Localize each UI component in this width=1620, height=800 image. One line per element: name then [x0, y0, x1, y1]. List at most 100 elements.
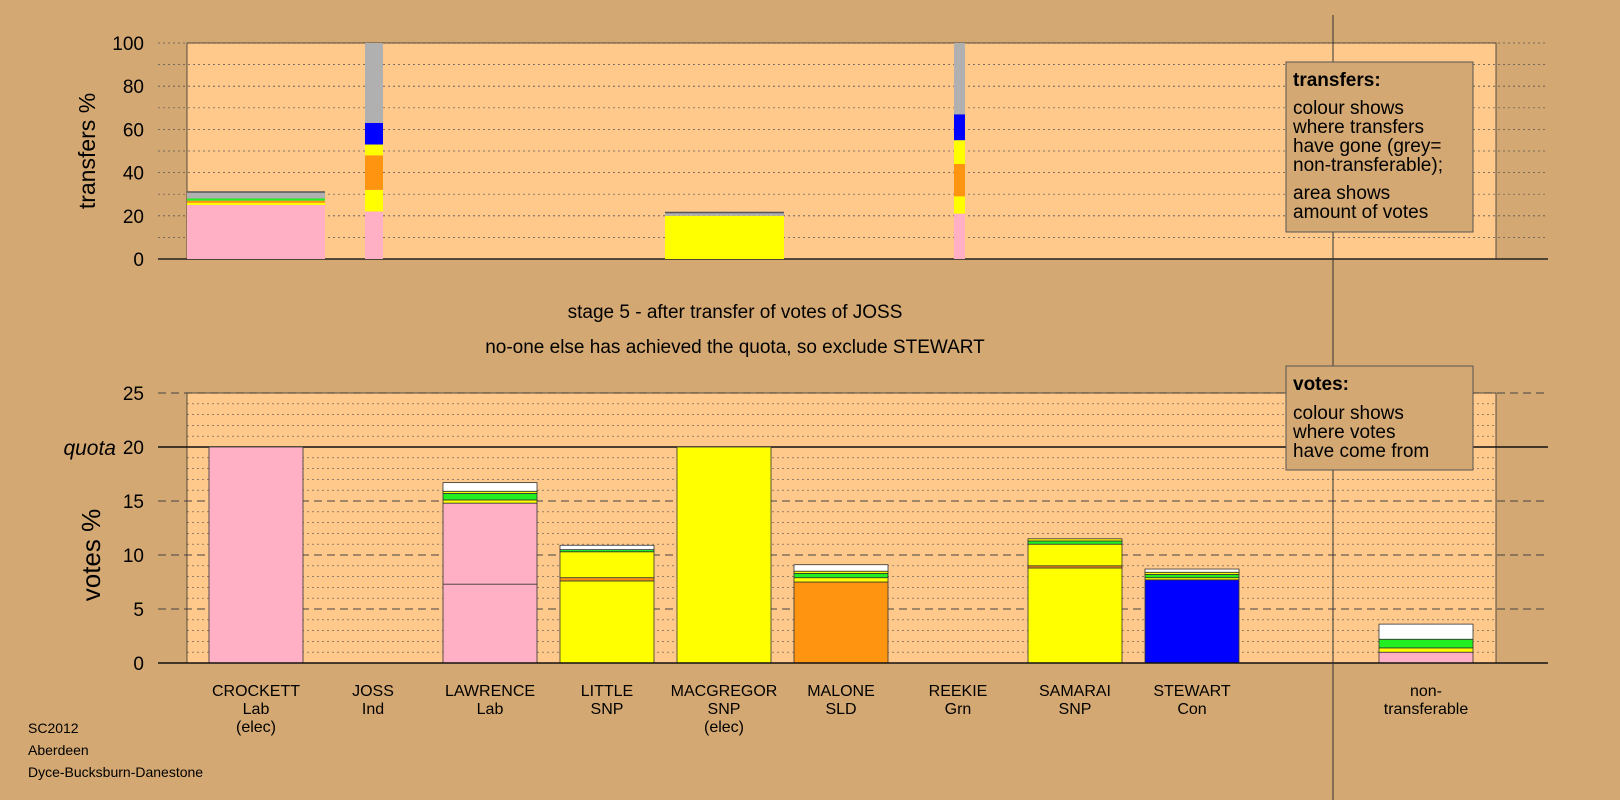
transfer-segment: [665, 212, 784, 216]
vote-segment: [208, 446, 304, 664]
transfer-segment: [187, 205, 325, 259]
plot-area: [187, 43, 1496, 259]
y-tick-label: 20: [123, 438, 144, 459]
y-axis-title: votes %: [76, 509, 106, 602]
y-tick-label: 60: [123, 120, 144, 141]
vote-segment: [559, 577, 655, 582]
candidate-status: (elec): [704, 719, 744, 736]
transfer-segment: [365, 144, 383, 156]
candidate-party: Grn: [945, 701, 972, 718]
transfer-segment: [954, 43, 965, 115]
transfer-segment: [187, 192, 325, 199]
vote-segment: [1144, 574, 1240, 579]
transfers-legend-line: have gone (grey=: [1293, 136, 1441, 157]
vote-segment: [1378, 651, 1474, 664]
vote-segment: [1378, 638, 1474, 649]
action-caption: no-one else has achieved the quota, so e…: [485, 337, 985, 358]
transfer-segment: [365, 211, 383, 259]
y-tick-label: 25: [123, 384, 144, 405]
transfer-segment: [365, 189, 383, 212]
transfer-segment: [187, 202, 325, 205]
candidate-name: MALONE: [807, 683, 875, 700]
candidate-name: LAWRENCE: [445, 683, 535, 700]
candidate-name: CROCKETT: [212, 683, 300, 700]
stage-caption: stage 5 - after transfer of votes of JOS…: [568, 302, 903, 323]
vote-segment: [559, 551, 655, 579]
transfers-legend-line: where transfers: [1292, 117, 1424, 138]
candidate-party: SNP: [591, 701, 624, 718]
candidate-party: SNP: [708, 701, 741, 718]
quota-label: quota: [63, 437, 116, 460]
candidate-party: SLD: [825, 701, 856, 718]
y-tick-label: 0: [133, 654, 144, 675]
vote-segment: [793, 577, 889, 583]
y-tick-label: 40: [123, 164, 144, 185]
transfer-segment: [954, 114, 965, 141]
transfer-segment: [954, 163, 965, 197]
transfers-legend-line: amount of votes: [1293, 202, 1428, 223]
transfers-legend: transfers: colour shows where transfers …: [1285, 61, 1474, 233]
vote-segment: [793, 564, 889, 572]
votes-legend-line: where votes: [1292, 422, 1395, 443]
candidate-party: Lab: [477, 701, 504, 718]
transfers-legend-title: transfers:: [1293, 70, 1381, 91]
votes-legend-line: have come from: [1293, 441, 1429, 462]
vote-segment: [1027, 567, 1123, 664]
candidate-name: LITTLE: [581, 683, 633, 700]
y-tick-label: 20: [123, 207, 144, 228]
transfer-segment: [187, 200, 325, 203]
transfer-segment: [365, 155, 383, 190]
candidate-status: (elec): [236, 719, 276, 736]
vote-segment: [442, 583, 538, 664]
candidate-name: SAMARAI: [1039, 683, 1111, 700]
vote-segment: [559, 580, 655, 664]
candidate-name: non-: [1410, 683, 1442, 700]
transfer-segment: [187, 198, 325, 201]
y-tick-label: 0: [133, 250, 144, 271]
vote-segment: [442, 502, 538, 585]
vote-segment: [442, 499, 538, 504]
footer-council: Aberdeen: [28, 742, 89, 758]
y-tick-label: 15: [123, 492, 144, 513]
vote-segment: [1378, 623, 1474, 640]
transfer-segment: [954, 140, 965, 164]
y-tick-label: 80: [123, 77, 144, 98]
candidate-name: STEWART: [1153, 683, 1231, 700]
vote-segment: [793, 581, 889, 664]
y-tick-label: 100: [112, 34, 144, 55]
footer-election: SC2012: [28, 720, 79, 736]
vote-segment: [1027, 538, 1123, 542]
candidate-party: transferable: [1384, 701, 1469, 718]
vote-segment: [1027, 543, 1123, 567]
vote-segment: [1027, 540, 1123, 545]
transfers-legend-line: colour shows: [1293, 98, 1404, 119]
transfer-segment: [954, 196, 965, 214]
candidate-party: SNP: [1059, 701, 1092, 718]
votes-legend-line: colour shows: [1293, 403, 1404, 424]
vote-segment: [559, 544, 655, 551]
candidate-party: Lab: [243, 701, 270, 718]
y-tick-label: 10: [123, 546, 144, 567]
vote-segment: [442, 493, 538, 501]
transfer-segment: [365, 43, 383, 123]
vote-segment: [1144, 579, 1240, 664]
votes-legend-title: votes:: [1293, 374, 1349, 395]
candidate-party: Ind: [362, 701, 384, 718]
y-axis-title: transfers %: [74, 93, 100, 209]
transfers-legend-line: area shows: [1293, 183, 1390, 204]
footer-ward: Dyce-Bucksburn-Danestone: [28, 764, 203, 780]
vote-segment: [1378, 647, 1474, 653]
transfer-segment: [365, 122, 383, 145]
vote-segment: [442, 482, 538, 492]
votes-legend: votes: colour shows where votes have com…: [1285, 365, 1474, 471]
y-tick-label: 5: [133, 600, 144, 621]
vote-segment: [793, 572, 889, 579]
transfer-segment: [665, 215, 784, 259]
vote-segment: [1144, 568, 1240, 573]
transfer-segment: [954, 213, 965, 259]
candidate-party: Con: [1177, 701, 1206, 718]
transfers-chart: 0 20 40 60 80 100 transfers %: [74, 34, 1548, 271]
footer: SC2012 Aberdeen Dyce-Bucksburn-Danestone: [28, 720, 203, 780]
